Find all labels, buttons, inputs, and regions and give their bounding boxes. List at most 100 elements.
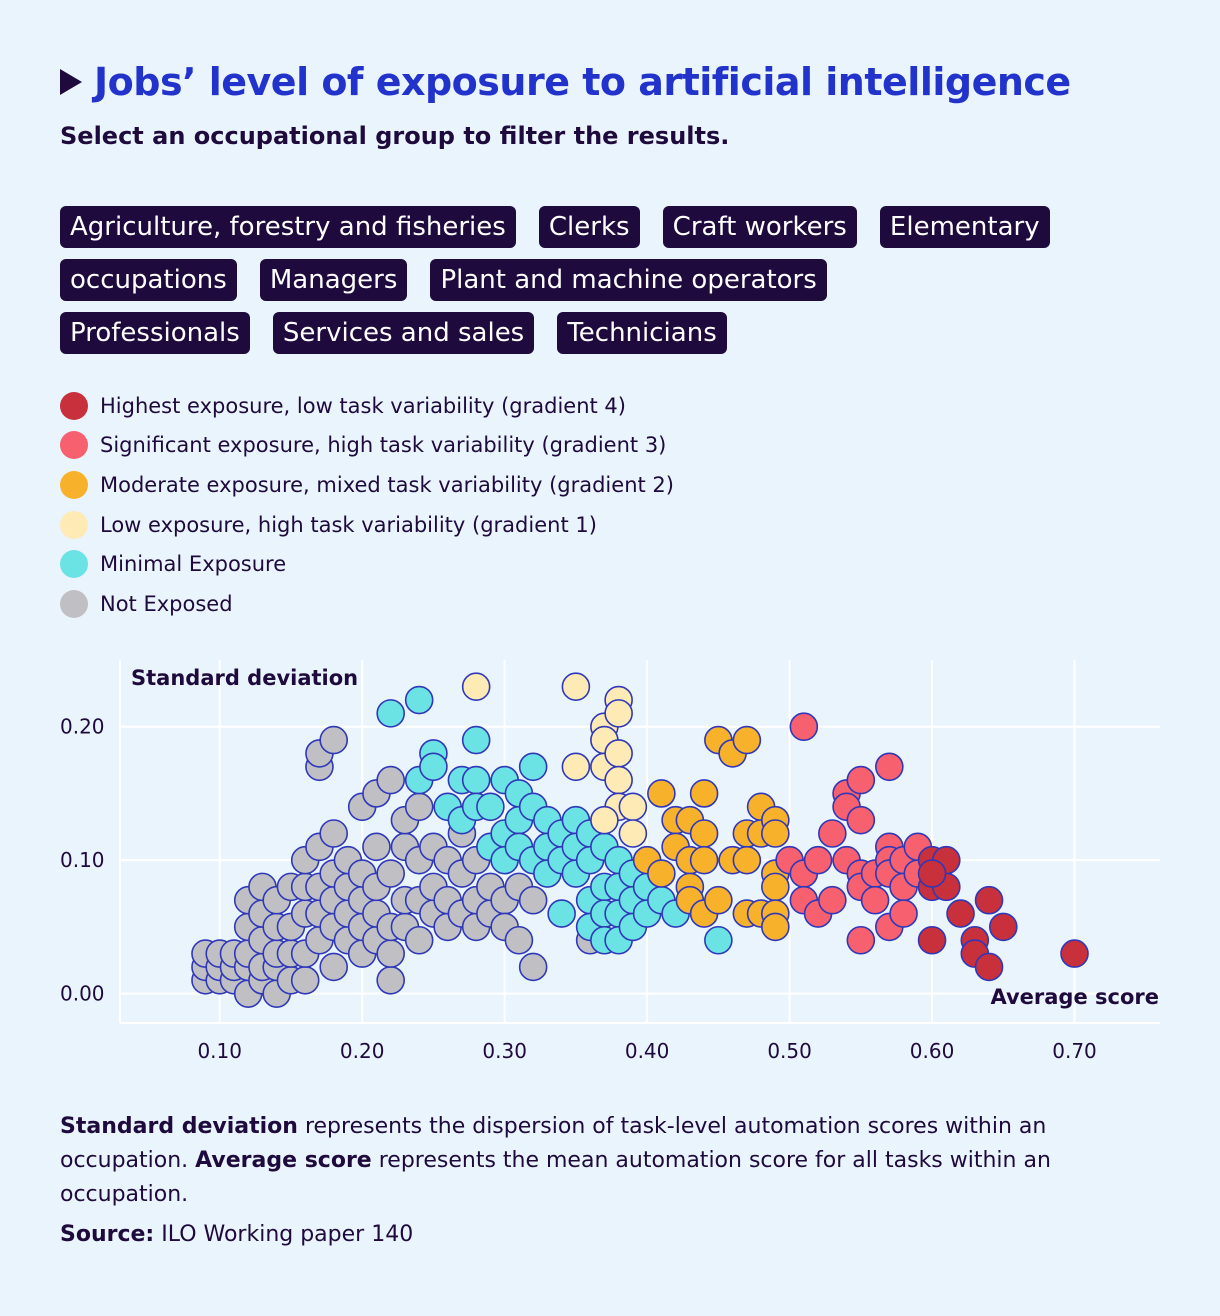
- data-point: [476, 792, 505, 822]
- data-point: [704, 885, 733, 915]
- x-tick-label: 0.60: [910, 1039, 955, 1063]
- data-point: [988, 912, 1018, 942]
- legend-label: Significant exposure, high task variabil…: [100, 433, 667, 458]
- data-point: [618, 792, 648, 822]
- y-axis-title: Standard deviation: [131, 666, 358, 690]
- data-point: [504, 925, 534, 955]
- data-point: [761, 819, 790, 848]
- collapse-triangle-icon[interactable]: [60, 69, 82, 95]
- data-point: [404, 792, 434, 822]
- data-point: [461, 672, 491, 701]
- title-row: Jobs’ level of exposure to artificial in…: [60, 60, 1071, 104]
- data-point: [860, 885, 890, 915]
- data-point: [561, 672, 591, 701]
- footnote-avg-text: represents the mean automation score for…: [60, 1148, 1051, 1207]
- data-point: [1060, 939, 1089, 968]
- data-point: [917, 859, 947, 888]
- x-tick-label: 0.50: [767, 1039, 812, 1063]
- data-point: [376, 765, 405, 795]
- data-point: [761, 872, 790, 902]
- filter-clerks[interactable]: Clerks: [538, 206, 640, 248]
- data-point: [689, 845, 719, 875]
- data-point: [419, 752, 448, 782]
- filter-professionals[interactable]: Professionals: [60, 312, 250, 354]
- data-point: [376, 859, 405, 888]
- filter-agriculture[interactable]: Agriculture, forestry and fisheries: [60, 206, 516, 248]
- source-line: Source: ILO Working paper 140: [60, 1222, 413, 1247]
- legend-swatch: [60, 391, 88, 420]
- x-axis-title: Average score: [990, 985, 1159, 1009]
- filter-plant-machine-operators[interactable]: Plant and machine operators: [430, 259, 827, 301]
- data-point: [547, 899, 576, 928]
- data-point: [461, 765, 491, 795]
- x-tick-label: 0.10: [197, 1039, 242, 1063]
- footnote-sd-term: Standard deviation: [60, 1114, 298, 1139]
- scatter-chart: 0.10 0.20 0.30 0.40 0.50 0.60 0.70 0.00 0.10 0.20…: [60, 660, 1160, 1063]
- x-tick-label: 0.30: [482, 1039, 527, 1063]
- data-point: [789, 712, 819, 742]
- data-point: [604, 699, 633, 728]
- data-point: [404, 685, 434, 715]
- legend-swatch: [60, 510, 88, 539]
- footnote-avg-term: Average score: [195, 1148, 372, 1173]
- data-point: [461, 725, 491, 755]
- legend-item: Not Exposed: [60, 584, 674, 624]
- data-point: [319, 725, 348, 755]
- legend-label: Not Exposed: [100, 591, 233, 616]
- data-point: [704, 925, 733, 955]
- y-tick-label: 0.10: [60, 848, 105, 872]
- legend-item: Moderate exposure, mixed task variabilit…: [60, 465, 674, 505]
- legend-label: Moderate exposure, mixed task variabilit…: [100, 472, 674, 497]
- data-point: [604, 739, 633, 768]
- data-point: [319, 952, 348, 982]
- filter-technicians[interactable]: Technicians: [557, 312, 727, 354]
- data-point: [761, 912, 790, 942]
- data-point: [319, 819, 348, 848]
- data-point: [590, 805, 619, 835]
- data-point: [732, 725, 762, 755]
- legend-label: Minimal Exposure: [100, 552, 287, 577]
- data-point: [946, 899, 975, 928]
- data-point: [803, 845, 833, 875]
- x-tick-label: 0.40: [625, 1039, 670, 1063]
- filter-craft-workers[interactable]: Craft workers: [662, 206, 857, 248]
- data-point: [518, 752, 548, 782]
- data-point: [518, 952, 548, 982]
- legend-item: Highest exposure, low task variability (…: [60, 386, 674, 426]
- filter-managers[interactable]: Managers: [259, 259, 408, 301]
- data-point: [875, 752, 904, 782]
- data-point: [689, 819, 719, 848]
- data-point: [604, 765, 633, 795]
- legend-item: Low exposure, high task variability (gra…: [60, 505, 674, 545]
- data-point: [561, 752, 591, 782]
- data-point: [647, 779, 676, 808]
- data-point: [647, 859, 676, 888]
- data-point: [618, 819, 648, 848]
- x-tick-label: 0.20: [340, 1039, 385, 1063]
- legend-label: Highest exposure, low task variability (…: [100, 393, 626, 418]
- data-point: [917, 925, 947, 955]
- filter-services-sales[interactable]: Services and sales: [272, 312, 535, 354]
- data-point: [846, 765, 876, 795]
- y-tick-label: 0.00: [60, 982, 105, 1006]
- data-point: [689, 779, 719, 808]
- data-point: [818, 819, 847, 848]
- footnote-sd-text: represents the dispersion of task-level …: [60, 1114, 1047, 1173]
- data-point: [818, 885, 847, 915]
- data-point: [404, 925, 434, 955]
- data-point: [376, 939, 405, 968]
- data-point: [376, 699, 405, 728]
- data-point: [846, 805, 876, 835]
- source-label: Source:: [60, 1222, 155, 1247]
- data-point: [846, 925, 876, 955]
- data-point: [518, 885, 548, 915]
- data-point: [290, 965, 320, 995]
- legend-swatch: [60, 550, 88, 579]
- page-title: Jobs’ level of exposure to artificial in…: [94, 60, 1071, 104]
- data-point: [376, 965, 405, 995]
- source-text: ILO Working paper 140: [154, 1222, 414, 1247]
- data-point: [974, 952, 1004, 982]
- data-point: [889, 899, 918, 928]
- data-point: [974, 885, 1004, 915]
- filter-group: Agriculture, forestry and fisheries Cler…: [60, 202, 1050, 361]
